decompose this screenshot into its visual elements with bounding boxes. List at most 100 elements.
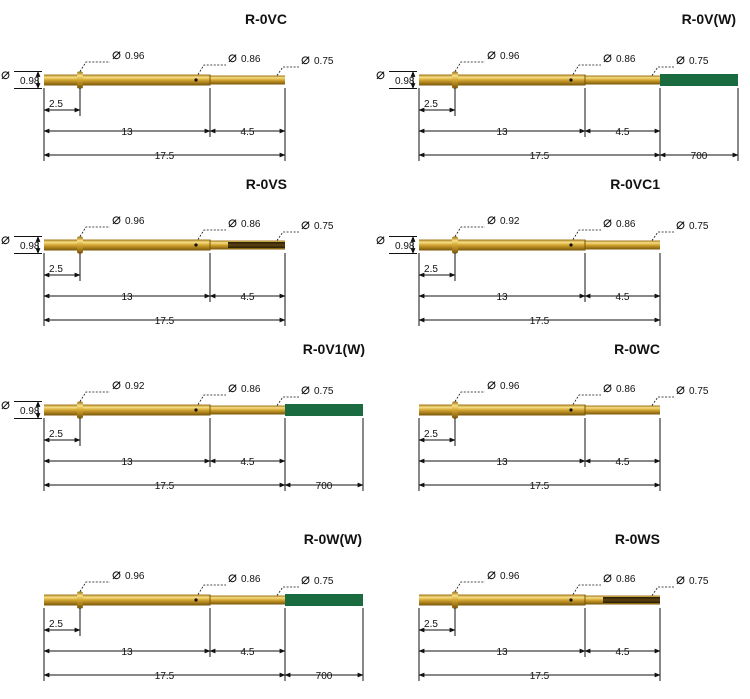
dim-label-c: 4.5: [616, 647, 630, 658]
crimp-dot: [194, 598, 198, 602]
probe-collar: [452, 591, 458, 609]
diameter-left-label: 0.98: [20, 241, 40, 252]
dim-label-total: 17.5: [530, 151, 550, 162]
probe-title: R-0V(W): [682, 11, 736, 27]
diameter-label: 0.75: [689, 576, 709, 587]
diameter-symbol: ⌀: [603, 49, 612, 66]
diameter-label: 0.75: [314, 56, 334, 67]
diameter-label: 0.86: [241, 54, 261, 65]
diameter-symbol: ⌀: [603, 569, 612, 586]
leader-line: [572, 584, 601, 595]
probe-barrel: [419, 74, 585, 86]
probe-diagram: R-0VC ⌀ 0.98 ⌀ 0.96 ⌀ 0.86 ⌀ 0.75 2.5 13 4.5 17.5: [1, 11, 334, 162]
probe-title: R-0VC1: [610, 176, 660, 192]
probe-title: R-0W(W): [304, 531, 362, 547]
probe-barrel: [44, 239, 210, 251]
dim-label-a: 2.5: [424, 264, 438, 275]
leader-line: [454, 391, 485, 402]
probe-collar: [77, 236, 83, 254]
diameter-symbol: ⌀: [228, 214, 237, 231]
diameter-symbol: ⌀: [228, 379, 237, 396]
wire-lead: [285, 594, 363, 606]
diameter-symbol: ⌀: [676, 51, 685, 68]
probe-slot: [603, 597, 660, 603]
diameter-symbol: ⌀: [487, 211, 496, 228]
probe-barrel: [419, 594, 585, 606]
diameter-label: 0.75: [314, 386, 334, 397]
probe-diagram: R-0WS ⌀ 0.96 ⌀ 0.86 ⌀ 0.75 2.5 13 4.5 17.5: [418, 531, 709, 682]
leader-line: [651, 66, 674, 76]
diameter-label: 0.96: [125, 51, 145, 62]
diameter-left-label: 0.98: [20, 76, 40, 87]
leader-line: [454, 226, 485, 237]
diameter-label: 0.86: [616, 384, 636, 395]
diameter-symbol: ⌀: [112, 566, 121, 583]
probe-title: R-0V1(W): [303, 341, 365, 357]
leader-line: [79, 61, 110, 72]
diameter-symbol: ⌀: [112, 211, 121, 228]
diameter-symbol: ⌀: [376, 231, 385, 248]
crimp-dot: [569, 78, 573, 82]
wire-lead: [660, 74, 738, 86]
dim-label-b: 13: [496, 127, 508, 138]
crimp-dot: [194, 78, 198, 82]
diameter-symbol: ⌀: [487, 376, 496, 393]
diameter-label: 0.86: [241, 219, 261, 230]
crimp-dot: [194, 408, 198, 412]
dim-label-a: 2.5: [49, 429, 63, 440]
leader-line: [454, 581, 485, 592]
dim-label-b: 13: [121, 647, 133, 658]
diameter-label: 0.86: [616, 574, 636, 585]
dim-label-b: 13: [121, 457, 133, 468]
dim-label-b: 13: [496, 457, 508, 468]
dim-label-wire: 700: [316, 671, 333, 682]
leader-line: [572, 229, 601, 240]
dim-label-total: 17.5: [155, 316, 175, 327]
leader-line: [79, 391, 110, 402]
diameter-symbol: ⌀: [676, 216, 685, 233]
diameter-symbol: ⌀: [112, 46, 121, 63]
diameter-left-label: 0.98: [395, 76, 415, 87]
diameter-label: 0.75: [689, 56, 709, 67]
leader-line: [79, 226, 110, 237]
diameter-symbol: ⌀: [676, 381, 685, 398]
dim-label-total: 17.5: [530, 671, 550, 682]
diameter-symbol: ⌀: [1, 231, 10, 248]
probe-collar: [452, 401, 458, 419]
leader-line: [276, 396, 299, 406]
dim-label-wire: 700: [316, 481, 333, 492]
diameter-label: 0.92: [500, 216, 520, 227]
probe-diagram: R-0W(W) ⌀ 0.96 ⌀ 0.86 ⌀ 0.75 2.5 13 4.5 17.5 700: [43, 531, 364, 682]
probe-title: R-0WC: [614, 341, 660, 357]
leader-line: [79, 581, 110, 592]
diameter-label: 0.92: [125, 381, 145, 392]
diameter-symbol: ⌀: [603, 214, 612, 231]
diameter-symbol: ⌀: [603, 379, 612, 396]
leader-line: [197, 229, 226, 240]
probe-barrel: [44, 404, 210, 416]
dim-label-wire: 700: [691, 151, 708, 162]
probe-diagram: R-0V1(W) ⌀ 0.98 ⌀ 0.92 ⌀ 0.86 ⌀ 0.75 2.5 13 4.5 17.5…: [1, 341, 365, 492]
diameter-label: 0.75: [314, 221, 334, 232]
crimp-dot: [194, 243, 198, 247]
diameter-label: 0.86: [241, 574, 261, 585]
leader-line: [651, 231, 674, 241]
probe-slot: [228, 242, 285, 248]
diameter-label: 0.96: [125, 216, 145, 227]
diameter-symbol: ⌀: [487, 46, 496, 63]
leader-line: [651, 396, 674, 406]
probe-collar: [452, 71, 458, 89]
dim-label-c: 4.5: [241, 127, 255, 138]
probe-tip: [585, 75, 660, 85]
diameter-symbol: ⌀: [301, 381, 310, 398]
dim-label-total: 17.5: [155, 481, 175, 492]
diameter-label: 0.75: [689, 221, 709, 232]
diameter-label: 0.96: [500, 51, 520, 62]
crimp-dot: [569, 243, 573, 247]
probe-diagram: R-0VC1 ⌀ 0.98 ⌀ 0.92 ⌀ 0.86 ⌀ 0.75 2.5 13 4.5 17.5: [376, 176, 709, 327]
dim-label-b: 13: [121, 127, 133, 138]
dim-label-a: 2.5: [424, 99, 438, 110]
dim-label-b: 13: [121, 292, 133, 303]
diameter-symbol: ⌀: [301, 216, 310, 233]
